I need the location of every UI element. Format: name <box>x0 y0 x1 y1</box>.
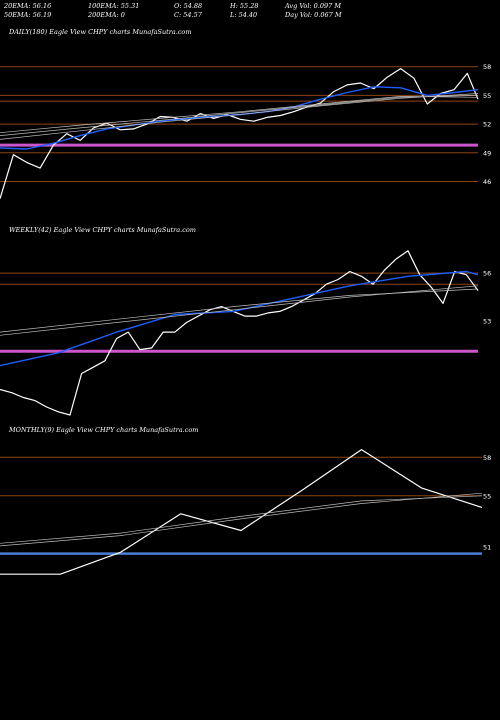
y-tick-label: 58 <box>483 63 491 71</box>
y-tick-label: 52 <box>483 121 491 129</box>
moving-average-line <box>0 288 479 333</box>
daily-chart-title: DAILY(180) Eagle View CHPY charts Munafa… <box>9 28 192 36</box>
ema100-readout: 100EMA: 55.31 <box>88 2 140 10</box>
monthly-chart-title: MONTHLY(9) Eagle View CHPY charts Munafa… <box>9 426 199 434</box>
moving-average-line <box>0 93 479 140</box>
ema-line <box>0 270 479 367</box>
y-tick-label: 56 <box>483 270 491 278</box>
weekly-chart-svg: 56 53 <box>0 250 491 416</box>
close-readout: C: 54.57 <box>174 11 202 19</box>
y-tick-label: 53 <box>483 317 491 325</box>
ema50-readout: 50EMA: 56.19 <box>4 11 52 19</box>
moving-average-line <box>0 495 483 544</box>
price-line <box>0 67 479 199</box>
weekly-chart-title: WEEKLY(42) Eagle View CHPY charts Munafa… <box>9 226 196 234</box>
moving-average-line <box>0 96 479 134</box>
weekly-chart-panel: WEEKLY(42) Eagle View CHPY charts Munafa… <box>0 220 500 420</box>
price-line <box>0 250 479 416</box>
y-tick-label: 49 <box>483 149 491 157</box>
day-vol-readout: Day Vol: 0.067 M <box>285 11 342 19</box>
high-readout: H: 55.28 <box>230 2 259 10</box>
low-readout: L: 54.40 <box>230 11 258 19</box>
open-readout: O: 54.88 <box>174 2 203 10</box>
y-tick-label: 58 <box>483 454 491 462</box>
y-tick-label: 55 <box>483 492 491 500</box>
y-tick-label: 55 <box>483 92 491 100</box>
moving-average-line <box>0 95 479 136</box>
ema20-readout: 20EMA: 56.16 <box>4 2 52 10</box>
avg-vol-readout: Avg Vol: 0.097 M <box>285 2 342 10</box>
monthly-chart-panel: MONTHLY(9) Eagle View CHPY charts Munafa… <box>0 420 500 610</box>
price-line <box>0 449 483 575</box>
y-tick-label: 46 <box>483 178 491 186</box>
y-tick-label: 51 <box>483 544 491 552</box>
ema200-readout: 200EMA: 0 <box>88 11 125 19</box>
daily-chart-panel: DAILY(180) Eagle View CHPY charts Munafa… <box>0 20 500 220</box>
daily-chart-svg: 58 55 52 49 46 <box>0 63 491 199</box>
monthly-chart-svg: 58 55 51 <box>0 449 491 575</box>
moving-average-line <box>0 492 483 547</box>
